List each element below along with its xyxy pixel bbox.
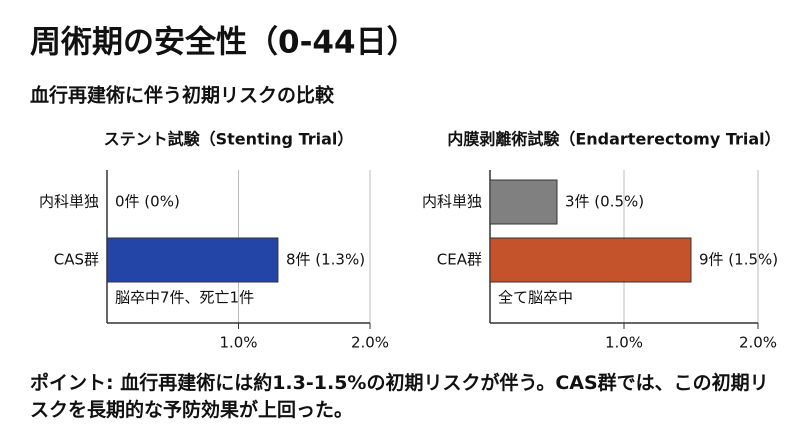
category-label: 内科単独 — [39, 193, 99, 211]
category-label: CAS群 — [54, 251, 99, 269]
x-tick-label: 1.0% — [219, 334, 257, 352]
chart-title: ステント試験（Stenting Trial） — [104, 130, 354, 149]
page-title: 周術期の安全性（0-44日） — [30, 25, 418, 61]
note: ポイント: 血行再建術には約1.3-1.5%の初期リスクが伴う。CAS群では、こ… — [30, 372, 769, 421]
annotation: 脳卒中7件、死亡1件 — [115, 289, 254, 307]
x-tick-label: 2.0% — [351, 334, 389, 352]
subtitle: 血行再建術に伴う初期リスクの比較 — [30, 84, 335, 107]
value-label: 3件 (0.5%) — [565, 193, 644, 211]
value-label: 9件 (1.5%) — [699, 251, 778, 269]
category-label: 内科単独 — [422, 193, 482, 211]
value-label: 0件 (0%) — [115, 193, 180, 211]
chart-title: 内膜剥離術試験（Endarterectomy Trial） — [447, 130, 780, 149]
annotation: 全て脳卒中 — [498, 289, 573, 307]
value-label: 8件 (1.3%) — [286, 251, 365, 269]
x-tick-label: 1.0% — [605, 334, 643, 352]
bar — [489, 237, 692, 283]
category-label: CEA群 — [437, 251, 482, 269]
bar — [489, 179, 558, 225]
x-tick-label: 2.0% — [739, 334, 777, 352]
bar — [106, 237, 279, 283]
